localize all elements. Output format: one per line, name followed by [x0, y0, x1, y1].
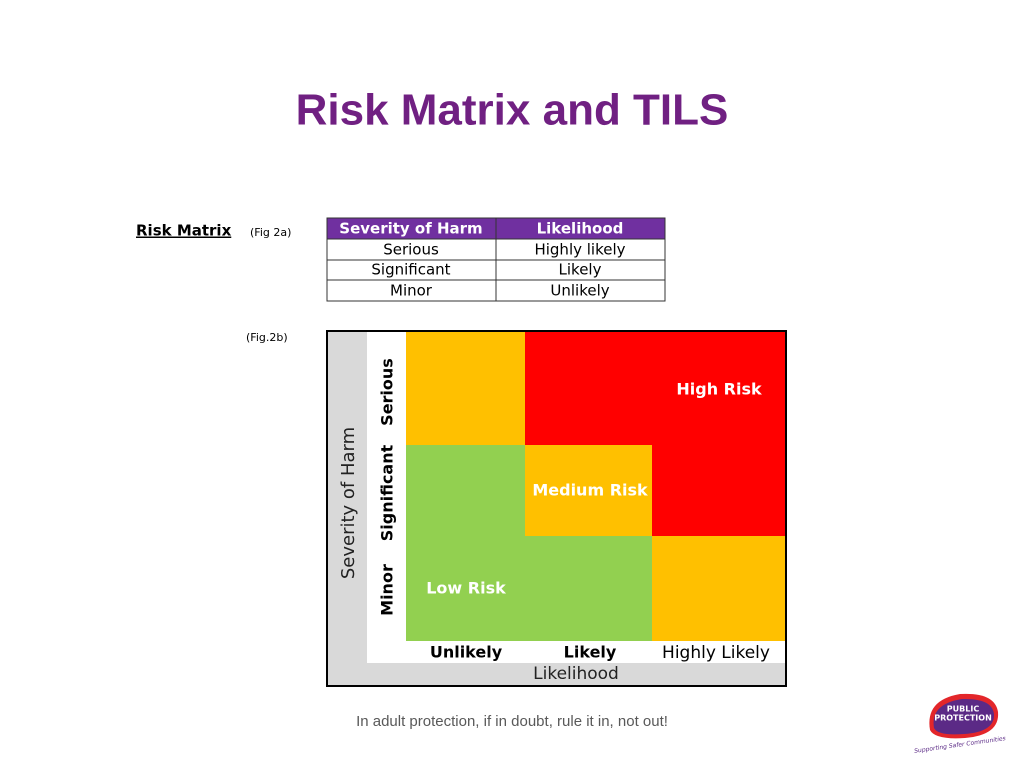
fig-a-heading: Risk Matrix [136, 222, 232, 240]
x-axis-label: Likelihood [533, 664, 619, 684]
slide-title: Risk Matrix and TILS [296, 86, 729, 135]
table-header: Severity of Harm [339, 220, 482, 238]
table-cell: Highly likely [534, 241, 625, 259]
column-label: Highly Likely [662, 643, 770, 663]
logo-text: PUBLIC [947, 705, 980, 714]
row-label: Serious [378, 358, 397, 426]
column-label: Likely [564, 643, 617, 662]
y-axis-label: Severity of Harm [338, 427, 359, 579]
zone-label: Low Risk [426, 579, 506, 598]
severity-table: Severity of Harm Likelihood Serious High… [326, 217, 666, 302]
fig-b-label: (Fig.2b) [246, 331, 288, 344]
low-cell [406, 445, 525, 641]
table-cell: Unlikely [550, 282, 609, 300]
logo-text: PROTECTION [934, 714, 992, 723]
row-label: Significant [378, 444, 397, 541]
matrix-border [326, 330, 787, 687]
zone-label: Medium Risk [532, 481, 648, 500]
column-label: Unlikely [430, 643, 503, 662]
table-header: Likelihood [537, 220, 624, 238]
risk-matrix: High Risk Medium Risk Low Risk Unlikely … [326, 330, 787, 687]
footer-note: In adult protection, if in doubt, rule i… [356, 713, 668, 730]
medium-cell [652, 536, 786, 641]
logo-body [933, 698, 995, 735]
table-cell: Serious [383, 241, 439, 259]
table-cell: Minor [390, 282, 433, 300]
high-cell [652, 445, 786, 536]
zone-label: High Risk [676, 380, 762, 399]
high-cell [525, 331, 786, 445]
table-cell: Significant [371, 261, 450, 279]
low-cell [525, 536, 652, 641]
row-label: Minor [378, 564, 397, 616]
fig-a-label: (Fig 2a) [250, 226, 291, 239]
table-cell: Likely [559, 261, 602, 279]
medium-cell [406, 331, 525, 445]
medium-cell [525, 445, 652, 536]
logo: PUBLIC PROTECTION Supporting Safer Commu… [914, 693, 1006, 755]
